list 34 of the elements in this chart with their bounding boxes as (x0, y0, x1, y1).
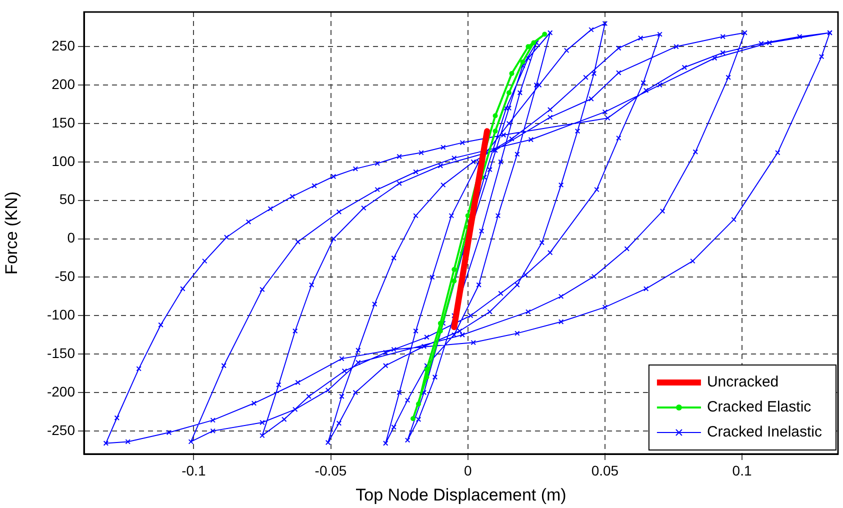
point (410, 416, 416, 422)
legend-label: Uncracked (706, 374, 779, 391)
y-tick-label: -200 (46, 383, 76, 400)
point (452, 267, 457, 272)
point (506, 90, 512, 96)
y-axis-title: Force (KN) (2, 191, 21, 275)
x-tick-label: -0.1 (182, 462, 206, 478)
point (416, 402, 421, 407)
x-tick-label: 0 (464, 462, 472, 478)
point (531, 40, 536, 46)
y-tick-label: -150 (46, 344, 76, 361)
y-tick-label: 0 (67, 230, 76, 246)
point (520, 59, 526, 64)
point (452, 278, 457, 284)
y-tick-label: -250 (46, 422, 76, 438)
point (526, 44, 531, 50)
y-tick-label: -50 (54, 268, 76, 284)
point (492, 113, 498, 118)
point (509, 70, 514, 76)
x-axis-title: Top Node Displacement (m) (356, 485, 566, 504)
x-tick-label: -0.05 (314, 462, 347, 478)
y-tick-label: -100 (46, 306, 76, 322)
point (542, 32, 548, 37)
point (424, 374, 430, 380)
legend-label: Cracked Inelastic (706, 424, 822, 441)
x-tick-label: 0.05 (591, 462, 619, 478)
x-tick-label: 0.1 (732, 462, 752, 478)
y-tick-label: 100 (52, 152, 76, 169)
y-tick-label: 50 (59, 191, 76, 208)
legend-label: Cracked Elastic (706, 398, 812, 416)
y-tick-label: 150 (52, 114, 76, 130)
point (492, 128, 498, 134)
y-tick-label: 250 (52, 37, 76, 54)
y-tick-label: 200 (52, 76, 76, 92)
